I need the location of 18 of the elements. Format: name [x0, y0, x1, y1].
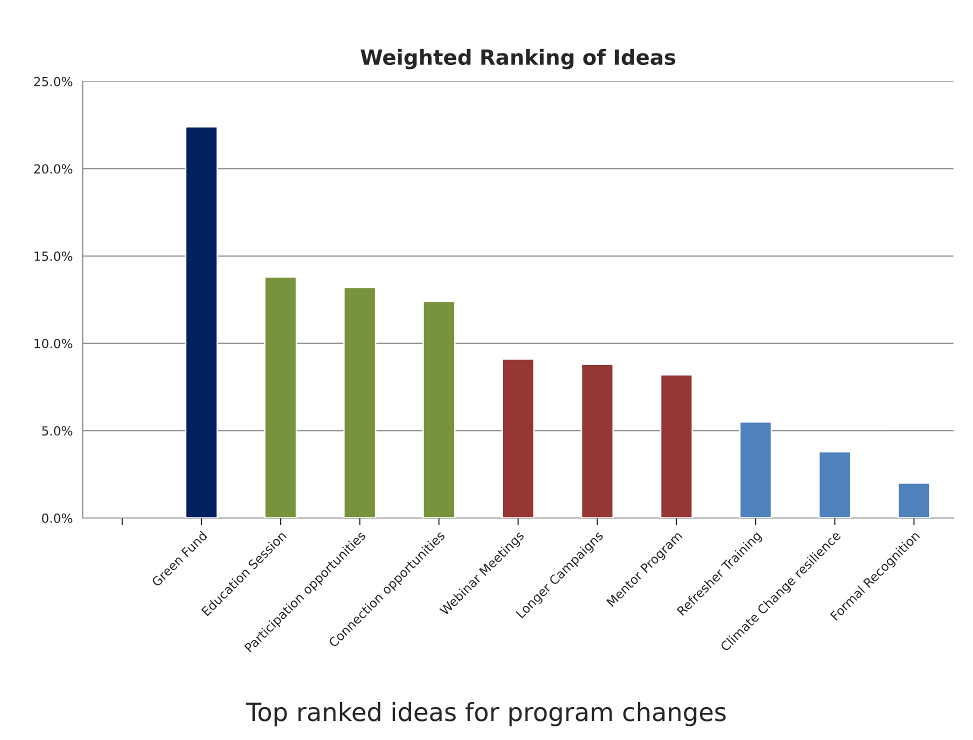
bar [264, 276, 298, 518]
y-tick-label: 15.0% [34, 252, 72, 261]
bar [184, 126, 218, 518]
bar [818, 450, 852, 518]
bar [502, 358, 535, 518]
bar [897, 482, 930, 518]
bar [343, 286, 376, 518]
bar [580, 364, 614, 518]
y-tick-label: 5.0% [42, 426, 72, 436]
bar [660, 374, 693, 518]
bar [739, 421, 772, 518]
bar [422, 300, 456, 518]
y-tick-label: 25.0% [34, 76, 72, 86]
y-tick-label: 20.0% [34, 164, 72, 174]
y-tick-label: 0.0% [42, 513, 72, 523]
chart-title: Weighted Ranking of Ideas [360, 48, 676, 70]
y-tick-label: 10.0% [34, 338, 72, 348]
text: Top ranked ideas for program changes [246, 702, 726, 726]
